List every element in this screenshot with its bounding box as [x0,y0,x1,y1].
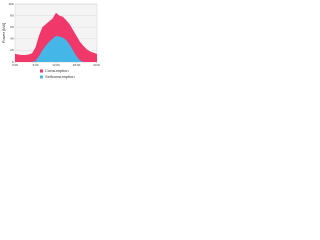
x-tick-label: 18:00 [73,63,81,67]
x-tick-label: 12:00 [52,63,60,67]
area [15,35,97,62]
legend-label: Consumption [45,68,69,73]
x-tick-label: 6:00 [33,63,39,67]
chart: Power [kW] 0 20 40 60 80 100 0:00 6:00 12:00 18:0… [1,2,100,79]
y-tick-label: 0 [12,60,14,64]
page: {"chart_data": {"type": "area", "ylabel"… [0,0,320,85]
x-tick-label: 0:00 [12,63,18,67]
y-tick-label: 80 [10,13,14,17]
y-tick-label: 40 [10,37,14,41]
x-tick-label: 24:00 [93,63,100,67]
legend-swatch [40,75,43,79]
legend-swatch [40,69,43,73]
y-tick-label: 60 [10,25,14,29]
y-tick-label: 20 [10,48,14,52]
y-tick-label: 100 [8,2,13,6]
y-axis-label: Power [kW] [1,23,6,43]
legend-label: Selfconsumption [45,74,75,79]
